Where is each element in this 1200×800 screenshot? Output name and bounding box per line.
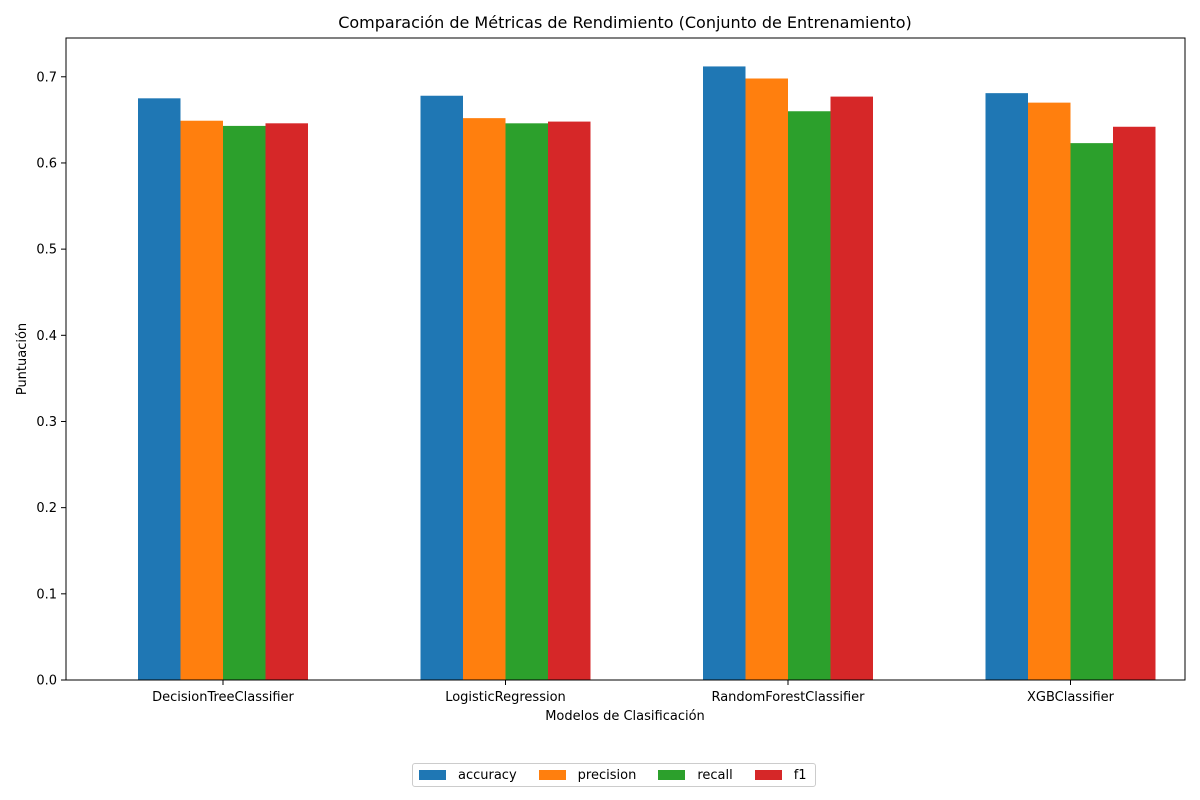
legend-item-recall: recall (658, 767, 733, 783)
y-axis-label: Puntuación (15, 323, 30, 395)
legend-swatch (754, 770, 782, 780)
legend-swatch (658, 770, 686, 780)
bar-f1-2 (830, 96, 873, 681)
bar-f1-1 (548, 121, 591, 681)
bar-precision-3 (1028, 102, 1071, 681)
x-axis-label: Modelos de Clasificación (545, 709, 705, 724)
legend-swatch (419, 770, 446, 780)
y-tick-label: 0.3 (36, 415, 57, 430)
y-tick-label: 0.1 (36, 587, 57, 602)
y-tick-label: 0.7 (36, 70, 57, 85)
legend-label: precision (577, 767, 637, 783)
chart-legend: accuracy precision recall f1 (412, 763, 816, 787)
bar-accuracy-3 (985, 93, 1028, 681)
legend-item-f1: f1 (754, 767, 807, 783)
plot-frame (65, 37, 1186, 681)
y-tick-label: 0.5 (36, 243, 57, 258)
bars-layer (138, 66, 1156, 681)
bar-f1-0 (265, 123, 308, 681)
bar-recall-0 (223, 125, 266, 680)
legend-swatch (538, 770, 566, 780)
bar-recall-3 (1070, 143, 1113, 681)
bar-recall-2 (788, 111, 831, 681)
y-tick-label: 0.4 (36, 329, 57, 344)
x-tick-label: XGBClassifier (1027, 690, 1115, 705)
legend-label: recall (697, 767, 733, 783)
legend-label: f1 (793, 767, 807, 783)
y-tick-label: 0.2 (36, 501, 57, 516)
x-tick-label: LogisticRegression (445, 690, 566, 705)
y-tick-label: 0.6 (36, 156, 57, 171)
bar-precision-2 (745, 78, 788, 680)
bar-precision-1 (463, 118, 506, 681)
chart-title: Comparación de Métricas de Rendimiento (… (338, 13, 912, 32)
bar-f1-3 (1113, 126, 1156, 680)
bar-accuracy-2 (703, 66, 746, 681)
y-tick-label: 0.0 (36, 674, 57, 689)
bar-accuracy-1 (420, 95, 463, 680)
legend-item-precision: precision (538, 767, 637, 783)
x-tick-label: DecisionTreeClassifier (152, 690, 294, 705)
axes-layer: 0.0 0.1 0.2 0.3 0.4 0.5 0.6 0.7 DecisionTreeClas… (36, 70, 1114, 705)
bar-precision-0 (180, 120, 223, 680)
x-tick-label: RandomForestClassifier (711, 690, 865, 705)
bar-accuracy-0 (138, 98, 181, 681)
legend-label: accuracy (458, 767, 517, 783)
legend-item-accuracy: accuracy (419, 768, 517, 783)
bar-recall-1 (505, 123, 548, 681)
